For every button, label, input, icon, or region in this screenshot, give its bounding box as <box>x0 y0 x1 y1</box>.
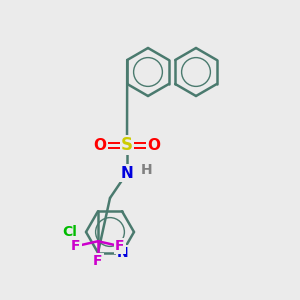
Text: N: N <box>117 246 129 260</box>
Text: O: O <box>148 137 160 152</box>
Text: N: N <box>121 166 134 181</box>
Text: F: F <box>71 239 81 253</box>
Text: S: S <box>121 136 133 154</box>
Text: O: O <box>94 137 106 152</box>
Text: F: F <box>115 239 125 253</box>
Text: Cl: Cl <box>63 225 77 239</box>
Text: F: F <box>93 254 103 268</box>
Text: H: H <box>141 163 153 177</box>
